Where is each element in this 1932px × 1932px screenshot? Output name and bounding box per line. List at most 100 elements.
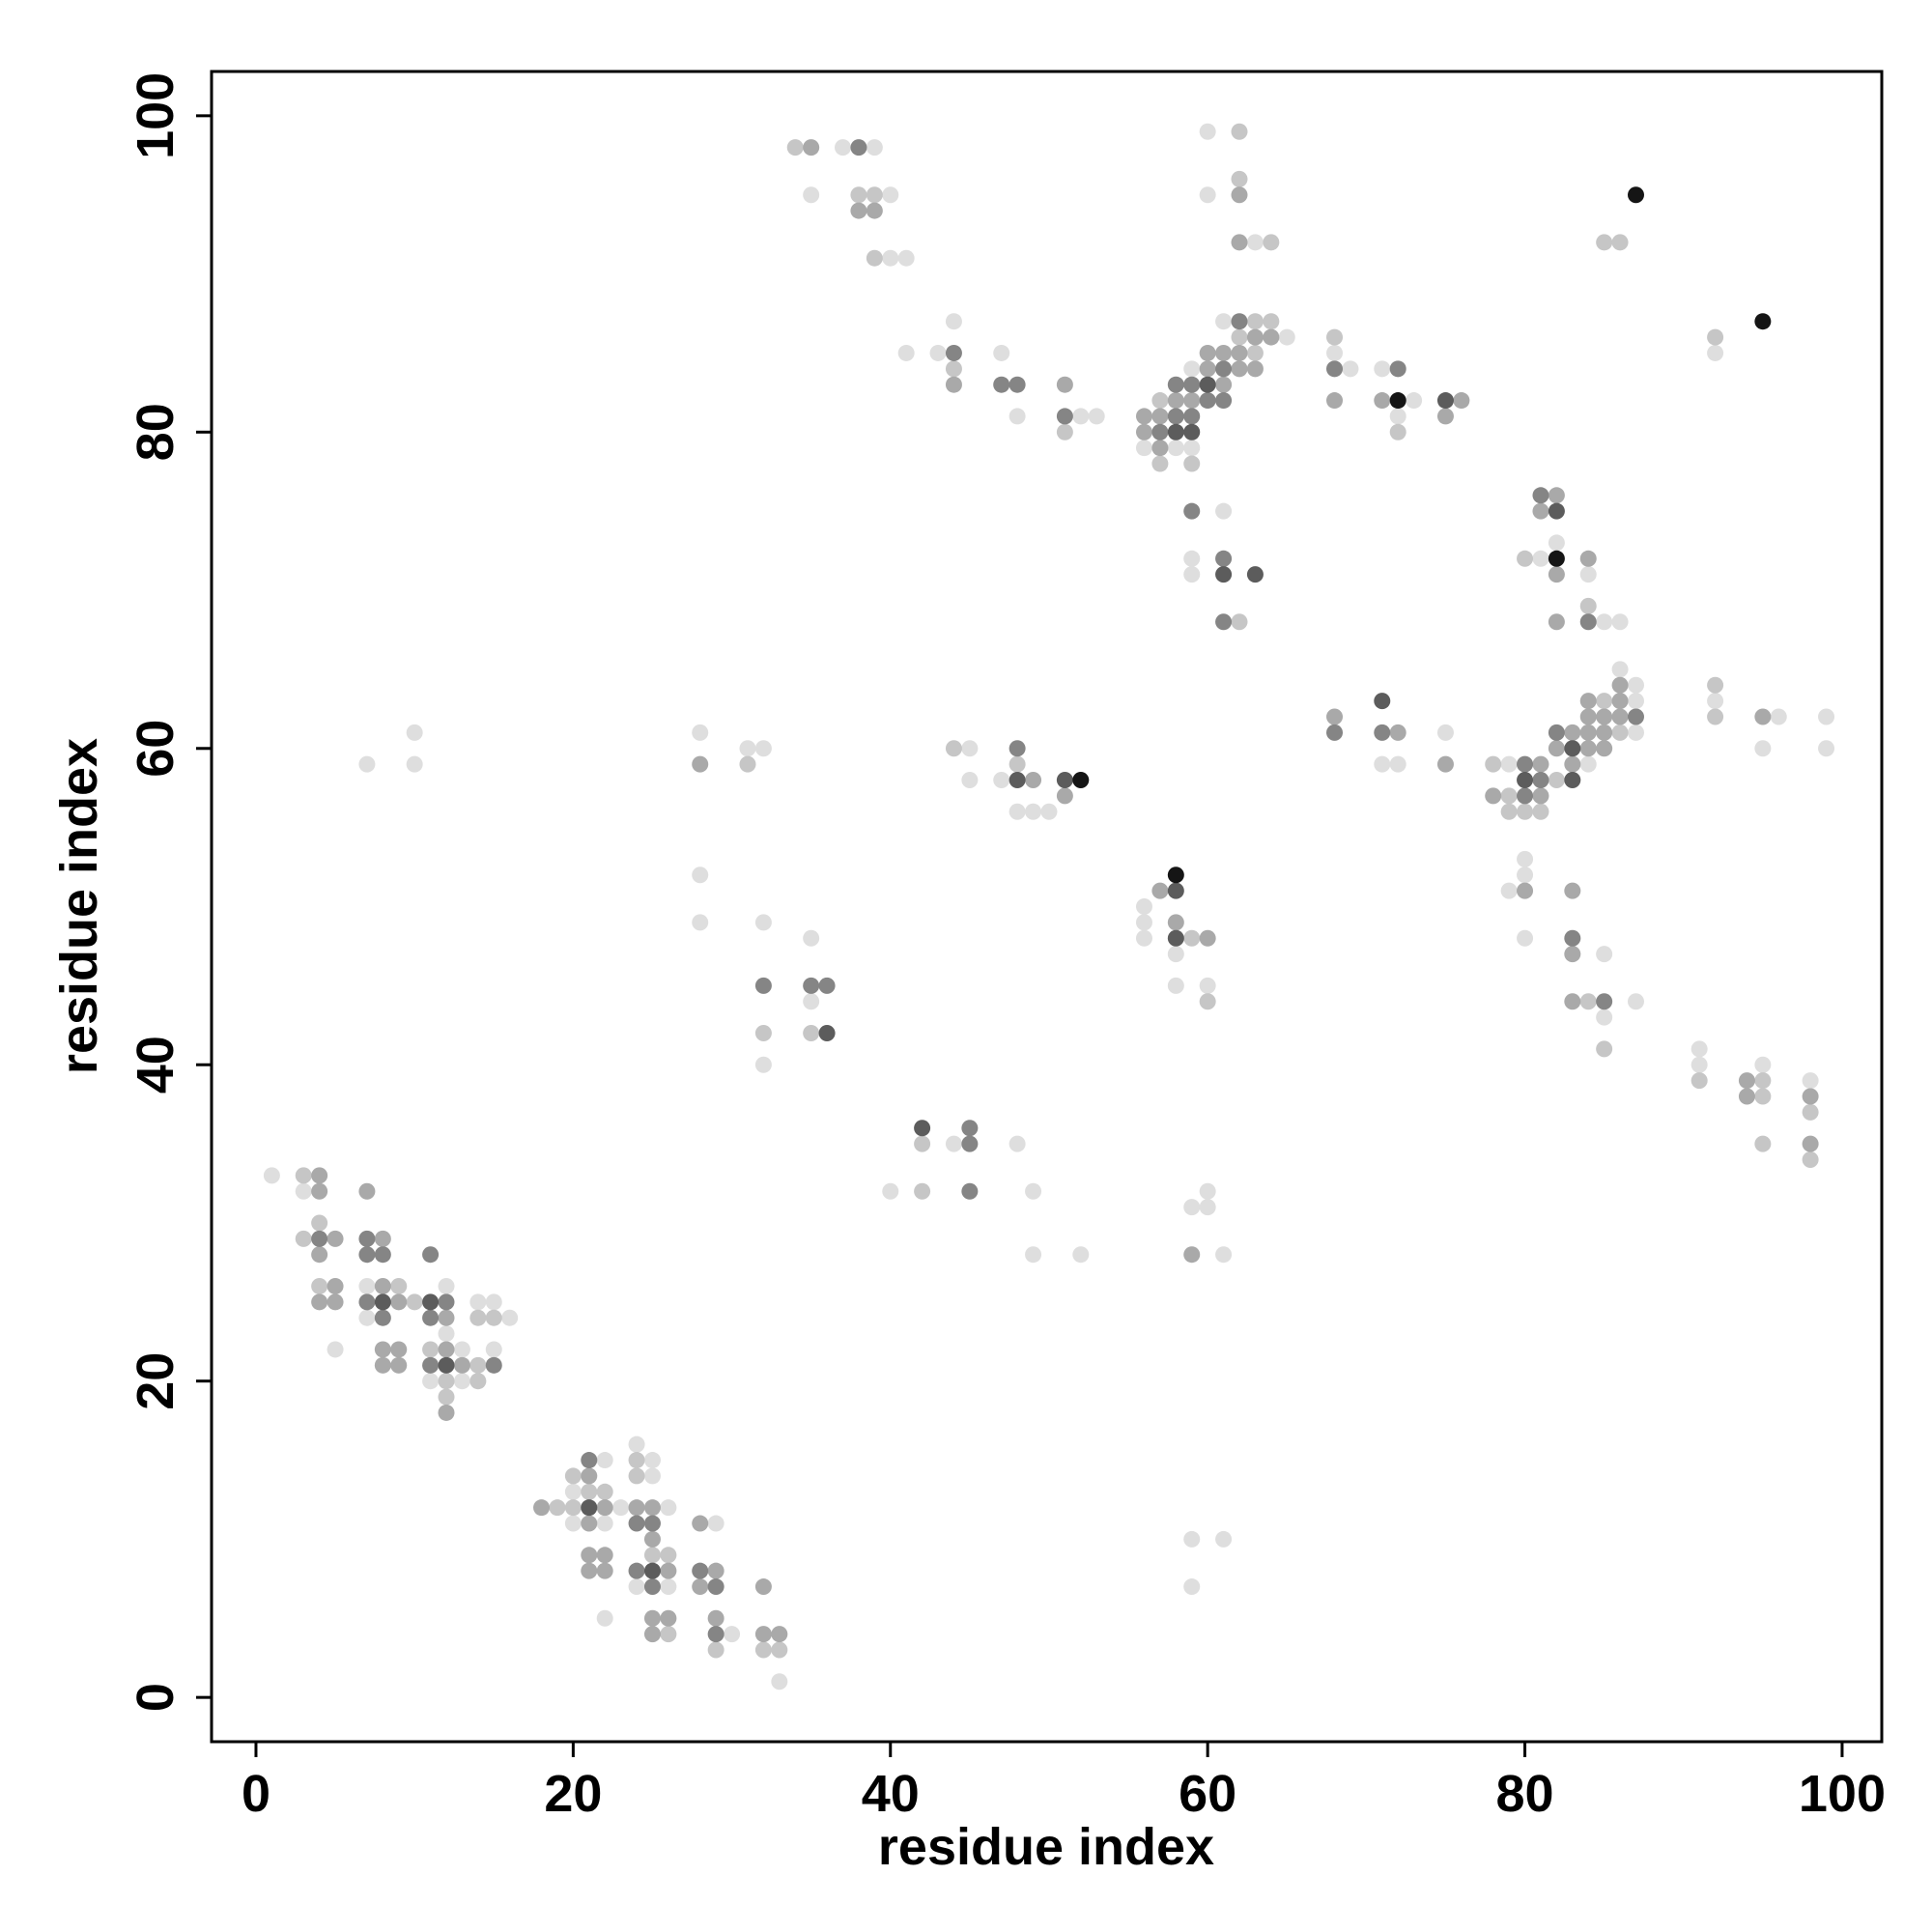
point — [612, 1499, 630, 1517]
point — [501, 1309, 519, 1326]
point — [1374, 755, 1391, 773]
point — [1579, 724, 1597, 741]
point — [581, 1547, 598, 1564]
point — [1246, 360, 1264, 378]
point — [1151, 455, 1169, 472]
point — [1135, 423, 1152, 440]
point — [707, 1578, 724, 1596]
point — [1167, 977, 1184, 994]
point — [1215, 360, 1233, 378]
x-tick-label: 60 — [1179, 1765, 1236, 1823]
point — [724, 1626, 741, 1643]
point — [406, 1293, 423, 1311]
point — [1548, 740, 1565, 757]
point — [438, 1341, 455, 1358]
point — [882, 186, 899, 204]
point — [438, 1293, 455, 1311]
point — [1579, 613, 1597, 631]
point — [1326, 328, 1344, 346]
point — [1246, 328, 1264, 346]
point — [1564, 772, 1581, 789]
point — [1802, 1072, 1819, 1090]
point — [1246, 313, 1264, 330]
point — [1596, 708, 1613, 725]
point — [390, 1356, 408, 1374]
point — [1183, 1578, 1201, 1596]
point — [1564, 946, 1581, 963]
point — [1611, 676, 1629, 694]
x-tick-label: 100 — [1799, 1765, 1886, 1823]
point — [786, 139, 804, 156]
point — [1167, 946, 1184, 963]
point — [993, 344, 1010, 361]
point — [1183, 440, 1201, 457]
point — [1183, 566, 1201, 583]
point — [707, 1562, 724, 1579]
point — [1183, 408, 1201, 425]
point — [1548, 502, 1565, 520]
point — [358, 1246, 376, 1264]
point — [643, 1562, 661, 1579]
point — [1690, 1056, 1708, 1073]
point — [660, 1499, 677, 1517]
point — [1611, 613, 1629, 631]
point — [374, 1293, 391, 1311]
point — [914, 1182, 931, 1200]
point — [692, 867, 709, 884]
point — [1707, 676, 1724, 694]
point — [1802, 1135, 1819, 1152]
point — [1579, 693, 1597, 710]
point — [295, 1182, 312, 1200]
point — [1754, 1072, 1772, 1090]
point — [961, 1120, 979, 1137]
point — [1215, 392, 1233, 410]
point — [882, 249, 899, 267]
point — [945, 344, 962, 361]
point — [422, 1309, 440, 1326]
point — [803, 186, 820, 204]
point — [1690, 1072, 1708, 1090]
point — [1231, 123, 1248, 140]
point — [803, 993, 820, 1010]
point — [1500, 803, 1518, 820]
point — [643, 1499, 661, 1517]
point — [771, 1673, 788, 1690]
point — [1199, 977, 1216, 994]
point — [311, 1230, 328, 1247]
point — [835, 139, 852, 156]
point — [1199, 993, 1216, 1010]
point — [1183, 376, 1201, 393]
point — [1532, 487, 1549, 504]
point — [1183, 550, 1201, 567]
point — [1151, 408, 1169, 425]
point — [1564, 882, 1581, 899]
point — [850, 186, 867, 204]
point — [961, 1182, 979, 1200]
point — [628, 1435, 645, 1453]
point — [1167, 440, 1184, 457]
point — [1326, 708, 1344, 725]
point — [549, 1499, 566, 1517]
x-tick-label: 20 — [544, 1765, 602, 1823]
point — [739, 755, 756, 773]
point — [1199, 1182, 1216, 1200]
point — [1263, 234, 1280, 251]
point — [914, 1120, 931, 1137]
point — [374, 1246, 391, 1264]
point — [1611, 724, 1629, 741]
point — [1374, 360, 1391, 378]
point — [628, 1467, 645, 1485]
point — [1056, 408, 1073, 425]
point — [295, 1167, 312, 1184]
point — [1611, 234, 1629, 251]
point — [1436, 392, 1454, 410]
point — [643, 1467, 661, 1485]
point — [1611, 708, 1629, 725]
point — [1754, 1088, 1772, 1105]
y-tick-label: 60 — [127, 720, 185, 778]
point — [818, 977, 836, 994]
point — [581, 1483, 598, 1500]
point — [1754, 740, 1772, 757]
point — [358, 755, 376, 773]
point — [1199, 929, 1216, 947]
